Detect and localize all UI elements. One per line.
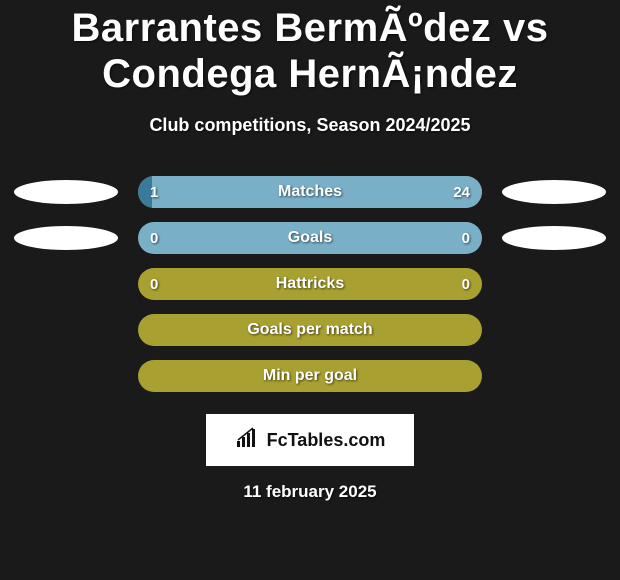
stat-bar: 1 Matches 24: [138, 176, 482, 208]
stat-label: Min per goal: [138, 360, 482, 392]
page-title: Barrantes BermÃºdez vs Condega HernÃ¡nde…: [0, 5, 620, 97]
stat-row-mpg: Min per goal: [0, 360, 620, 392]
subtitle: Club competitions, Season 2024/2025: [0, 115, 620, 136]
left-pill: [14, 180, 118, 204]
stat-row-goals: 0 Goals 0: [0, 222, 620, 254]
stat-right-value: 24: [453, 176, 470, 208]
stat-bar: Min per goal: [138, 360, 482, 392]
stat-label: Hattricks: [138, 268, 482, 300]
stat-row-hattricks: 0 Hattricks 0: [0, 268, 620, 300]
stat-bar: Goals per match: [138, 314, 482, 346]
pill-spacer: [502, 364, 606, 388]
pill-spacer: [14, 272, 118, 296]
stat-label: Matches: [138, 176, 482, 208]
chart-icon: [235, 427, 261, 454]
pill-spacer: [14, 318, 118, 342]
stat-bar: 0 Hattricks 0: [138, 268, 482, 300]
logo-text: FcTables.com: [267, 430, 386, 451]
right-pill: [502, 226, 606, 250]
stat-label: Goals per match: [138, 314, 482, 346]
pill-spacer: [14, 364, 118, 388]
right-pill: [502, 180, 606, 204]
pill-spacer: [502, 272, 606, 296]
date-label: 11 february 2025: [0, 482, 620, 502]
left-pill: [14, 226, 118, 250]
stat-label: Goals: [138, 222, 482, 254]
stat-row-matches: 1 Matches 24: [0, 176, 620, 208]
main-container: Barrantes BermÃºdez vs Condega HernÃ¡nde…: [0, 0, 620, 502]
pill-spacer: [502, 318, 606, 342]
stat-right-value: 0: [462, 222, 470, 254]
stat-bar: 0 Goals 0: [138, 222, 482, 254]
stats-block: 1 Matches 24 0 Goals 0 0 Hattricks: [0, 176, 620, 392]
stat-row-gpm: Goals per match: [0, 314, 620, 346]
stat-right-value: 0: [462, 268, 470, 300]
logo-box: FcTables.com: [206, 414, 414, 466]
